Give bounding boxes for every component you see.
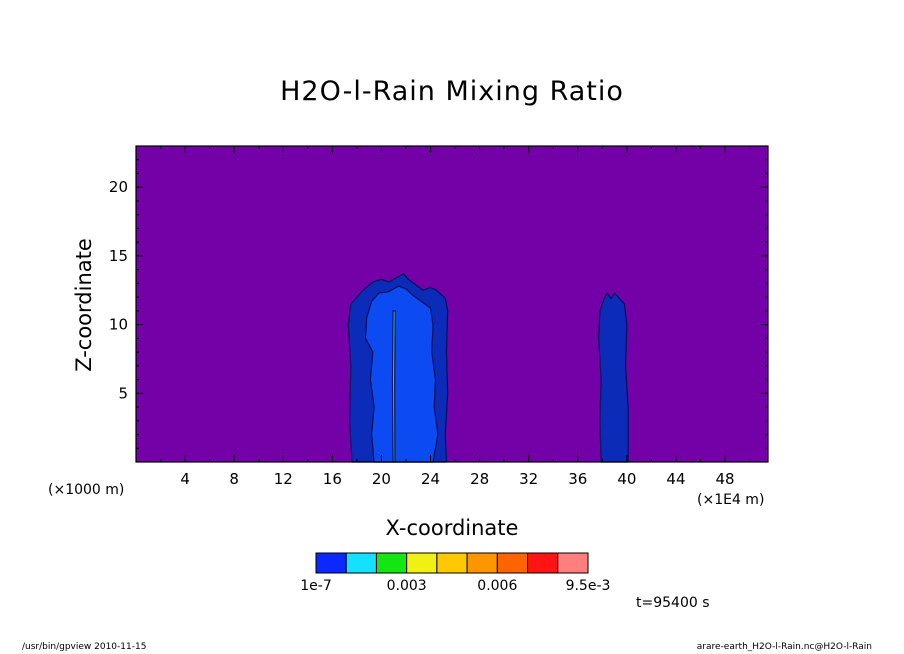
cloud-right [597, 292, 629, 463]
x-tick-label: 20 [372, 470, 391, 488]
x-tick-label: 32 [519, 470, 538, 488]
colorbar-swatch [466, 552, 498, 574]
colorbar-label: 0.003 [387, 578, 427, 594]
y-tick-label: 15 [109, 247, 128, 265]
plot-area [136, 146, 768, 462]
x-tick-label: 12 [274, 470, 293, 488]
x-axis-unit-right: (×1E4 m) [697, 492, 765, 508]
y-tick-label: 5 [118, 384, 128, 402]
x-tick-label: 40 [617, 470, 636, 488]
colorbar-swatch [557, 552, 589, 574]
colorbar-swatch [527, 552, 559, 574]
x-axis: 4 8 12 16 20 24 28 32 36 40 44 48 [160, 146, 751, 488]
footer-file-variable: arare-earth_H2O-l-Rain.nc@H2O-l-Rain [696, 642, 872, 652]
footer-program-date: /usr/bin/gpview 2010-11-15 [22, 642, 147, 652]
time-label: t=95400 s [636, 595, 710, 611]
rain-streak [391, 310, 396, 463]
x-tick-label: 24 [421, 470, 440, 488]
y-axis: 5 10 15 20 [109, 159, 768, 449]
y-tick-label: 10 [109, 316, 128, 334]
colorbar-swatch [406, 552, 438, 574]
colorbar-swatch [345, 552, 377, 574]
colorbar-label: 1e-7 [300, 578, 331, 594]
colorbar-swatch [496, 552, 529, 574]
chart-title: H2O-l-Rain Mixing Ratio [280, 76, 624, 107]
x-tick-label: 8 [229, 470, 239, 488]
y-tick-label: 20 [109, 178, 128, 196]
x-axis-unit-left: (×1000 m) [48, 482, 125, 498]
colorbar-swatch [315, 552, 347, 574]
x-tick-label: 28 [470, 470, 489, 488]
x-tick-label: 4 [180, 470, 190, 488]
colorbar-swatch [375, 552, 408, 574]
plot-frame [135, 145, 769, 463]
colorbar-label: 9.5e-3 [566, 578, 611, 594]
x-tick-label: 48 [716, 470, 735, 488]
contour-regions [347, 273, 629, 463]
colorbar: 1e-7 0.003 0.006 9.5e-3 [300, 552, 611, 594]
colorbar-swatch [436, 552, 468, 574]
x-tick-label: 36 [568, 470, 587, 488]
colorbar-label: 0.006 [477, 578, 517, 594]
x-tick-label: 16 [323, 470, 342, 488]
x-tick-label: 44 [666, 470, 685, 488]
y-axis-label: Z-coordinate [72, 238, 96, 372]
cloud-main-inner [364, 285, 439, 463]
x-axis-label: X-coordinate [385, 516, 519, 540]
